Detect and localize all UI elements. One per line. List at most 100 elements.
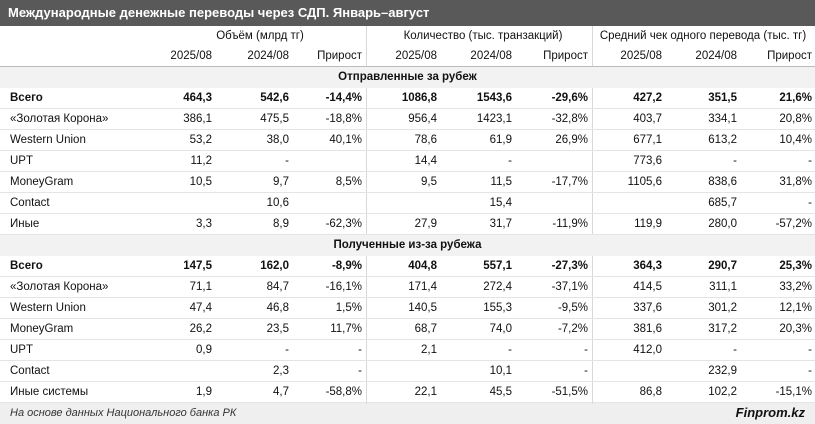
cell: 311,1: [709, 281, 737, 293]
cell: 15,4: [489, 197, 512, 209]
row-line: [0, 213, 815, 214]
header-line: [0, 66, 815, 67]
cell: 47,4: [189, 302, 212, 314]
row-line: [0, 402, 815, 403]
cell: 74,0: [489, 323, 512, 335]
cell: 9,7: [273, 176, 289, 188]
cell: 677,1: [633, 134, 662, 146]
row-label: Всего: [10, 260, 43, 272]
cell: -15,1%: [775, 386, 812, 398]
cell: 1423,1: [476, 113, 512, 125]
row-label: MoneyGram: [10, 323, 74, 335]
cell: 10,5: [189, 176, 212, 188]
column-separator: [366, 26, 367, 404]
cell: 381,6: [633, 323, 662, 335]
row-line: [0, 381, 815, 382]
cell: -: [733, 344, 737, 356]
column-header: 2025/08: [170, 50, 212, 62]
cell: 1,9: [196, 386, 212, 398]
cell: 1086,8: [401, 92, 437, 104]
cell: -: [808, 155, 812, 167]
cell: 272,4: [483, 281, 512, 293]
cell: -37,1%: [551, 281, 588, 293]
cell: 27,9: [414, 218, 437, 230]
cell: 22,1: [414, 386, 437, 398]
cell: 140,5: [408, 302, 437, 314]
cell: 71,1: [189, 281, 212, 293]
row-line: [0, 360, 815, 361]
cell: -27,3%: [551, 260, 588, 272]
cell: 557,1: [483, 260, 512, 272]
cell: 21,6%: [779, 92, 812, 104]
row-label: Western Union: [10, 302, 86, 314]
section-band: [0, 235, 815, 256]
cell: 290,7: [708, 260, 737, 272]
cell: -: [358, 344, 362, 356]
cell: -29,6%: [551, 92, 588, 104]
cell: 773,6: [633, 155, 662, 167]
cell: -57,2%: [775, 218, 812, 230]
source: На основе данных Национального банка РК: [10, 407, 237, 419]
cell: 10,4%: [779, 134, 812, 146]
section-title: Полученные из-за рубежа: [333, 239, 482, 251]
row-line: [0, 297, 815, 298]
cell: 46,8: [266, 302, 289, 314]
column-header: 2024/08: [695, 50, 737, 62]
cell: 464,3: [183, 92, 212, 104]
row-label: UPT: [10, 155, 33, 167]
row-label: Иные: [10, 218, 40, 230]
cell: -: [808, 197, 812, 209]
row-line: [0, 234, 815, 235]
cell: -62,3%: [325, 218, 362, 230]
row-label: «Золотая Корона»: [10, 113, 109, 125]
cell: 542,6: [260, 92, 289, 104]
cell: 20,8%: [779, 113, 812, 125]
cell: 12,1%: [779, 302, 812, 314]
brand: Finprom.kz: [735, 405, 805, 420]
row-label: Всего: [10, 92, 43, 104]
cell: 147,5: [183, 260, 212, 272]
cell: -14,4%: [325, 92, 362, 104]
cell: 838,6: [708, 176, 737, 188]
column-separator: [592, 26, 593, 404]
cell: 40,1%: [329, 134, 362, 146]
footer: На основе данных Национального банка РК …: [0, 403, 815, 424]
cell: 8,9: [273, 218, 289, 230]
cell: 23,5: [266, 323, 289, 335]
section-band: [0, 67, 815, 88]
cell: -32,8%: [551, 113, 588, 125]
row-label: MoneyGram: [10, 176, 74, 188]
row-label: Contact: [10, 365, 50, 377]
row-line: [0, 339, 815, 340]
cell: -51,5%: [551, 386, 588, 398]
cell: -: [584, 344, 588, 356]
cell: -9,5%: [557, 302, 588, 314]
column-header: 2024/08: [247, 50, 289, 62]
cell: 685,7: [708, 197, 737, 209]
cell: 11,5: [490, 176, 512, 188]
cell: 31,8%: [779, 176, 812, 188]
cell: 68,7: [414, 323, 437, 335]
cell: 26,9%: [555, 134, 588, 146]
section-title: Отправленные за рубеж: [338, 71, 477, 83]
cell: 61,9: [489, 134, 512, 146]
cell: 1105,6: [627, 176, 662, 188]
group-header: Объём (млрд тг): [216, 30, 304, 42]
cell: -11,9%: [552, 218, 588, 230]
cell: 386,1: [183, 113, 212, 125]
cell: 337,6: [633, 302, 662, 314]
cell: -16,1%: [325, 281, 362, 293]
column-header: 2025/08: [395, 50, 437, 62]
cell: 3,3: [196, 218, 212, 230]
group-header: Средний чек одного перевода (тыс. тг): [599, 30, 807, 42]
cell: -17,7%: [551, 176, 588, 188]
column-header: Прирост: [767, 50, 812, 62]
cell: 86,8: [639, 386, 662, 398]
cell: 25,3%: [779, 260, 812, 272]
cell: 475,5: [260, 113, 289, 125]
cell: 403,7: [633, 113, 662, 125]
cell: 427,2: [633, 92, 662, 104]
cell: 26,2: [189, 323, 212, 335]
cell: -: [584, 365, 588, 377]
